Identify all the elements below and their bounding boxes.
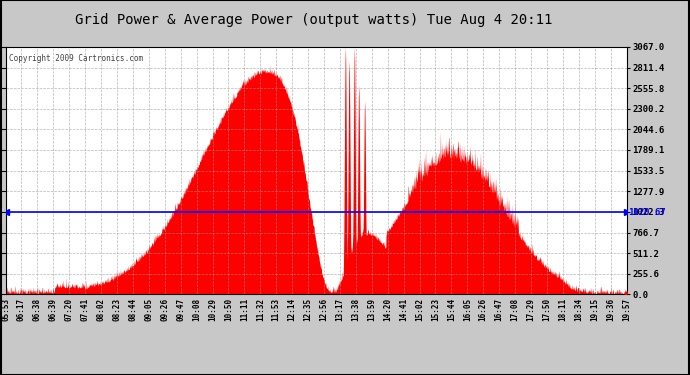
Text: Grid Power & Average Power (output watts) Tue Aug 4 20:11: Grid Power & Average Power (output watts… [75,13,553,27]
Text: 09:47: 09:47 [176,298,185,321]
Text: 15:23: 15:23 [431,298,440,321]
Text: 06:38: 06:38 [33,298,42,321]
Text: 18:11: 18:11 [558,298,567,321]
Text: 06:17: 06:17 [17,298,26,321]
Text: 09:26: 09:26 [160,298,169,321]
Text: 11:11: 11:11 [240,298,249,321]
Text: 07:20: 07:20 [65,298,74,321]
Text: 12:56: 12:56 [319,298,328,321]
Text: 14:41: 14:41 [399,298,408,321]
Text: 08:23: 08:23 [112,298,121,321]
Text: 13:38: 13:38 [351,298,360,321]
Text: 10:50: 10:50 [224,298,233,321]
Text: 19:36: 19:36 [606,298,615,321]
Text: 13:59: 13:59 [367,298,376,321]
Text: 19:15: 19:15 [590,298,599,321]
Text: 15:02: 15:02 [415,298,424,321]
Text: 17:08: 17:08 [511,298,520,321]
Text: 19:57: 19:57 [622,298,631,321]
Text: 11:53: 11:53 [272,298,281,321]
Text: 15:44: 15:44 [447,298,456,321]
Text: 07:41: 07:41 [81,298,90,321]
Text: 18:34: 18:34 [574,298,583,321]
Text: Copyright 2009 Cartronics.com: Copyright 2009 Cartronics.com [8,54,143,63]
Text: 10:08: 10:08 [192,298,201,321]
Text: 06:39: 06:39 [49,298,58,321]
Text: 17:29: 17:29 [526,298,535,321]
Text: 11:32: 11:32 [256,298,265,321]
Text: 16:26: 16:26 [479,298,488,321]
Text: 09:05: 09:05 [144,298,153,321]
Text: 08:44: 08:44 [128,298,137,321]
Text: 08:02: 08:02 [97,298,106,321]
Text: 16:05: 16:05 [463,298,472,321]
Text: 10:29: 10:29 [208,298,217,321]
Text: 17:50: 17:50 [542,298,551,321]
Text: 12:35: 12:35 [304,298,313,321]
Text: 13:17: 13:17 [335,298,344,321]
Text: 14:20: 14:20 [383,298,392,321]
Text: 12:14: 12:14 [288,298,297,321]
Text: 16:47: 16:47 [495,298,504,321]
Text: 05:53: 05:53 [1,298,10,321]
Text: 1020.67: 1020.67 [628,207,665,216]
